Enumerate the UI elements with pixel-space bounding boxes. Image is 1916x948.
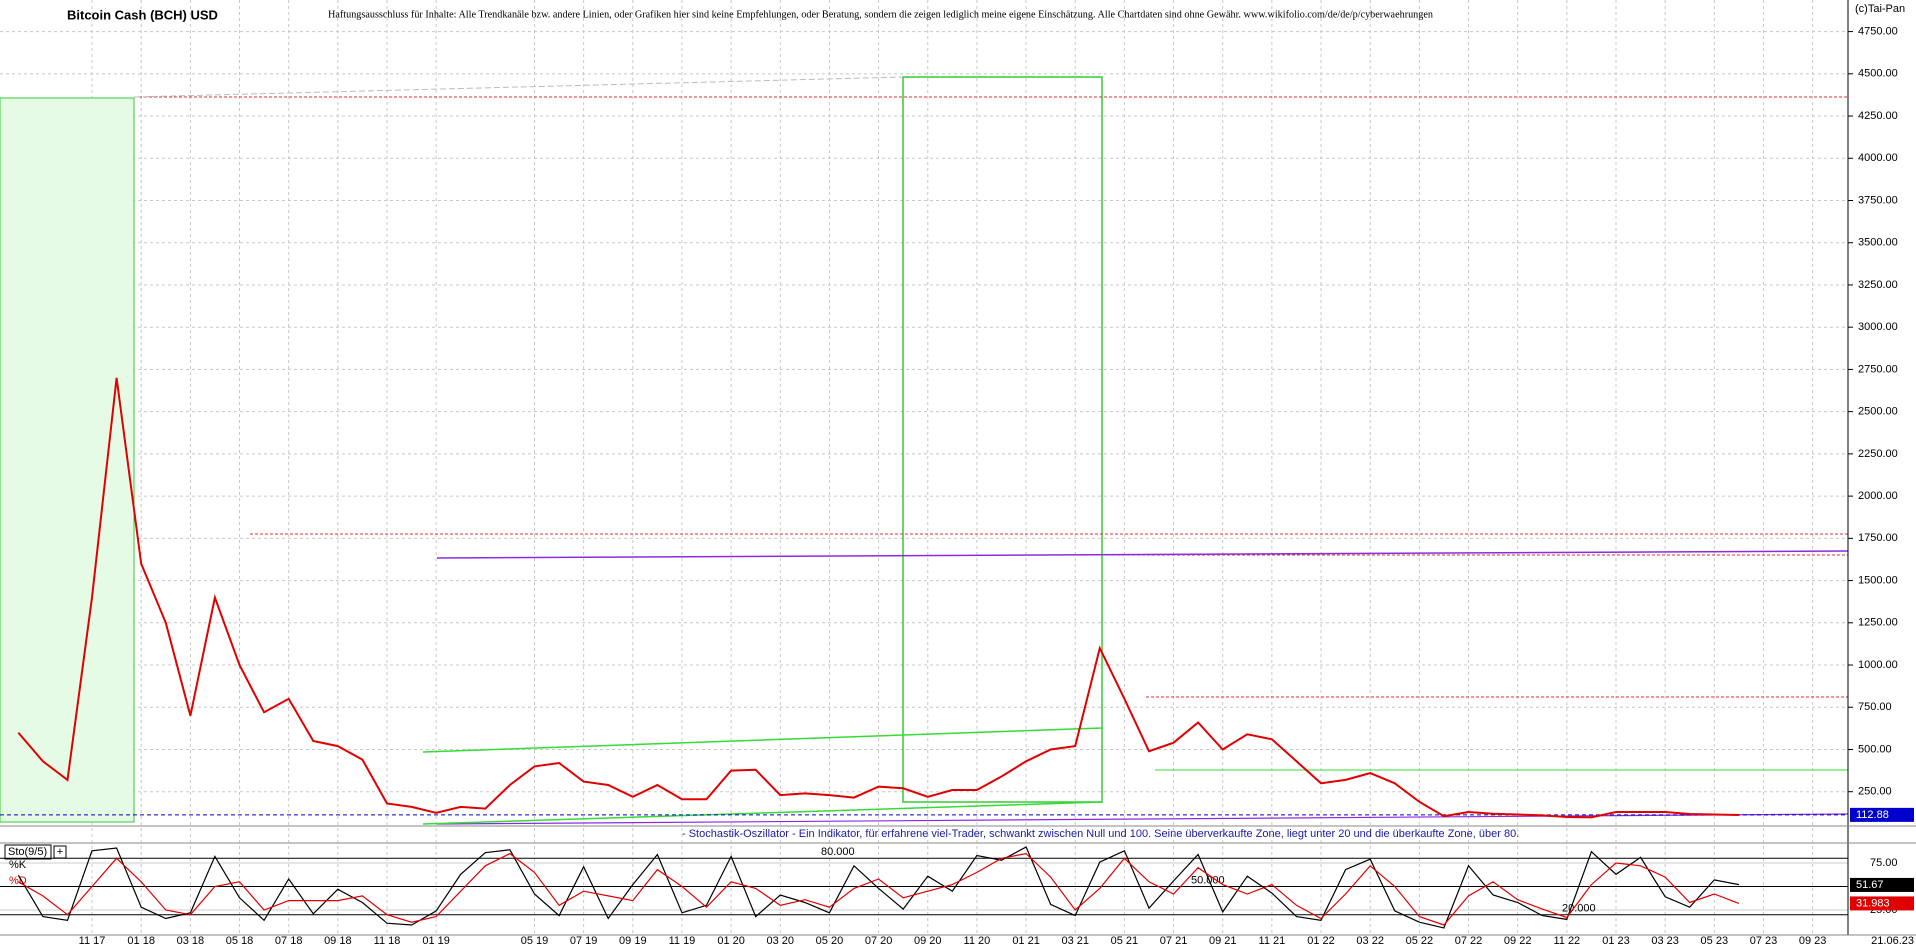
- channel-line: [422, 801, 1103, 825]
- y-tick-label: 1250.00: [1858, 617, 1898, 629]
- x-tick-label: 05 21: [1111, 935, 1139, 947]
- x-tick-label: 01 21: [1012, 935, 1040, 947]
- x-tick-label: 09 18: [324, 935, 352, 947]
- last-value-label: 31.983: [1856, 897, 1890, 909]
- x-tick-label: 09 23: [1799, 935, 1827, 947]
- credit: (c)Tai-Pan: [1855, 3, 1905, 15]
- y-tick-label: 4500.00: [1858, 68, 1898, 80]
- y-tick-label: 250.00: [1858, 786, 1892, 798]
- y-tick-label: 3000.00: [1858, 321, 1898, 333]
- y-tick-label: 1500.00: [1858, 574, 1898, 586]
- y-tick-label: 2250.00: [1858, 448, 1898, 460]
- trend-line: [133, 76, 904, 98]
- price-line: [18, 852, 1740, 926]
- x-tick-label: 01 18: [127, 935, 155, 947]
- y-tick-label: 3750.00: [1858, 194, 1898, 206]
- y-tick-label: 3250.00: [1858, 279, 1898, 291]
- y-tick-label: 2750.00: [1858, 363, 1898, 375]
- y-tick-label: 4000.00: [1858, 152, 1898, 164]
- x-tick-label: 07 20: [865, 935, 893, 947]
- y-tick-label: 4750.00: [1858, 25, 1898, 37]
- x-tick-label: 05 23: [1701, 935, 1729, 947]
- legend-entry: %K: [9, 859, 27, 871]
- x-tick-label: 05 18: [226, 935, 254, 947]
- x-tick-label: 01 19: [422, 935, 450, 947]
- x-tick-label: 11 19: [669, 935, 696, 947]
- x-tick-label: 07 19: [570, 935, 598, 947]
- x-tick-label: 03 20: [767, 935, 795, 947]
- level-label: 20.000: [1562, 903, 1596, 915]
- x-tick-label: 05 20: [816, 935, 844, 947]
- channel-line: [422, 727, 1103, 753]
- x-tick-label: 03 21: [1061, 935, 1089, 947]
- trend-line: [436, 550, 1849, 559]
- x-tick-label: 03 22: [1356, 935, 1384, 947]
- x-tick-label: 07 23: [1750, 935, 1778, 947]
- expand-icon[interactable]: +: [57, 846, 63, 858]
- y-tick-label: 1750.00: [1858, 532, 1898, 544]
- last-value-box: [1850, 896, 1914, 911]
- y-tick-label: 2000.00: [1858, 490, 1898, 502]
- x-tick-label: 03 18: [177, 935, 205, 947]
- x-tick-label: 01 23: [1602, 935, 1630, 947]
- x-tick-label: 11 17: [79, 935, 106, 947]
- last-date: 21.06.23: [1871, 935, 1914, 947]
- disclaimer: Haftungsausschluss für Inhalte: Alle Tre…: [328, 9, 1433, 20]
- x-tick-label: 05 19: [521, 935, 549, 947]
- x-tick-label: 09 19: [619, 935, 647, 947]
- last-value-box: [1850, 877, 1914, 892]
- x-tick-label: 07 21: [1160, 935, 1188, 947]
- y-tick-label: 750.00: [1858, 701, 1892, 713]
- x-tick-label: 11 20: [964, 935, 991, 947]
- x-tick-label: 09 21: [1209, 935, 1237, 947]
- last-value-label: 51.67: [1856, 879, 1884, 891]
- x-tick-label: 03 23: [1651, 935, 1679, 947]
- price-line: [17, 377, 1739, 819]
- last-price-label: 112.88: [1856, 809, 1889, 821]
- indicator-note: - Stochastik-Oszillator - Ein Indikator,…: [682, 828, 1519, 840]
- y-tick-label: 3500.00: [1858, 237, 1898, 249]
- x-tick-label: 05 22: [1406, 935, 1434, 947]
- level-label: 80.000: [821, 846, 855, 858]
- x-tick-label: 07 22: [1455, 935, 1483, 947]
- price-line: [17, 846, 1740, 929]
- highlight-zone: [902, 76, 1103, 803]
- level-label: 50.000: [1191, 874, 1225, 886]
- highlight-zone: [0, 97, 135, 823]
- x-tick-label: 09 22: [1504, 935, 1532, 947]
- x-tick-label: 09 20: [914, 935, 942, 947]
- y-tick-label: 1000.00: [1858, 659, 1898, 671]
- last-price-box: [1850, 807, 1914, 822]
- y-tick-label: 75.00: [1870, 857, 1898, 869]
- trend-line: [436, 813, 1849, 825]
- x-tick-label: 01 22: [1307, 935, 1335, 947]
- x-tick-label: 07 18: [275, 935, 303, 947]
- x-tick-label: 11 21: [1259, 935, 1286, 947]
- indicator-box: [4, 844, 52, 860]
- y-tick-label: 4250.00: [1858, 110, 1898, 122]
- y-tick-label: 500.00: [1858, 743, 1892, 755]
- x-tick-label: 01 20: [717, 935, 745, 947]
- indicator-title: Sto(9/5): [8, 846, 47, 858]
- chart-title: Bitcoin Cash (BCH) USD: [67, 7, 218, 22]
- x-tick-label: 11 18: [374, 935, 401, 947]
- x-tick-label: 11 22: [1553, 935, 1580, 947]
- y-tick-label: 2500.00: [1858, 406, 1898, 418]
